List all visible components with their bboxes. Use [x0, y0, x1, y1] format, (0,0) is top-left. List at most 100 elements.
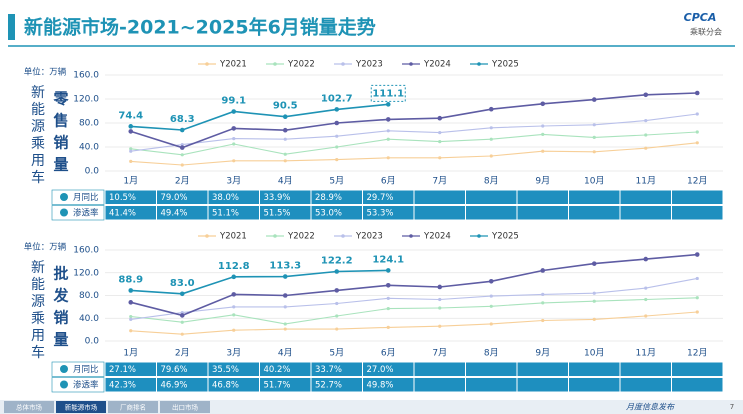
y-tick-label: 40.0 — [79, 314, 99, 324]
series-line — [130, 113, 698, 152]
series-line — [130, 277, 698, 320]
point — [385, 102, 391, 107]
y-tick-label: 0.0 — [85, 337, 100, 347]
point — [644, 146, 648, 150]
point — [283, 322, 287, 326]
point — [128, 300, 134, 305]
table-value: 33.7% — [315, 365, 342, 375]
point — [335, 314, 339, 318]
series-line — [130, 103, 389, 131]
page-number: 7 — [730, 403, 734, 411]
unit-label: 单位：万辆 — [24, 242, 67, 253]
footer-tab-label: 总体市场 — [16, 403, 43, 412]
y-group-label-char: 车 — [31, 169, 45, 186]
point — [438, 297, 442, 302]
table-cell — [619, 377, 672, 393]
point — [644, 297, 648, 302]
point — [129, 317, 133, 321]
point — [488, 278, 494, 284]
point — [644, 133, 648, 137]
table-cell — [568, 361, 621, 377]
point — [540, 101, 546, 107]
x-tick-label: 2月 — [175, 348, 190, 359]
legend-marker — [273, 62, 277, 66]
point — [386, 156, 390, 160]
table-row-label: 渗透率 — [73, 380, 99, 391]
x-tick-label: 3月 — [226, 348, 241, 359]
x-tick-label: 6月 — [381, 348, 396, 359]
point — [592, 317, 596, 321]
x-tick-label: 5月 — [329, 176, 344, 187]
point — [386, 325, 390, 329]
legend-marker — [205, 234, 209, 238]
page-title: 新能源市场-2021~2025年6月销量走势 — [24, 16, 376, 39]
table-value: 46.9% — [161, 381, 188, 391]
table-value: 52.7% — [315, 381, 342, 391]
table-cell — [619, 189, 672, 205]
footer-tab — [160, 401, 210, 413]
point — [335, 327, 339, 331]
point — [385, 117, 391, 122]
table-cell — [568, 377, 621, 393]
table-cell — [465, 205, 518, 221]
table-value: 53.0% — [315, 209, 342, 219]
y-tick-label: 80.0 — [79, 119, 99, 129]
table-row-label: 月同比 — [73, 192, 99, 203]
point — [592, 150, 596, 154]
point — [179, 127, 185, 133]
footer-note: 月度信息发布 — [626, 403, 675, 412]
footer-tab — [4, 401, 54, 413]
table-cell — [516, 189, 569, 205]
y-tick-label: 120.0 — [73, 268, 99, 278]
series-line — [130, 297, 698, 325]
table-cell — [413, 205, 466, 221]
data-label: 122.2 — [321, 255, 353, 266]
point — [386, 296, 390, 300]
point — [232, 313, 236, 317]
legend-marker — [341, 234, 345, 238]
point — [385, 282, 391, 288]
point — [335, 158, 339, 162]
table-value: 49.8% — [367, 381, 394, 391]
table-value: 35.5% — [212, 365, 239, 375]
legend-label: Y2021 — [219, 232, 247, 242]
highlight-box — [370, 84, 406, 102]
point — [489, 137, 493, 141]
series-line — [130, 142, 698, 166]
point — [180, 320, 184, 324]
point — [386, 129, 390, 133]
point — [489, 294, 493, 298]
table-cell — [619, 205, 672, 221]
point — [592, 299, 596, 303]
data-label: 112.8 — [218, 261, 250, 272]
table-value: 49.4% — [161, 209, 188, 219]
legend-label: Y2022 — [287, 60, 315, 70]
point — [231, 109, 237, 114]
point — [541, 301, 545, 305]
point — [488, 106, 494, 112]
legend-marker — [477, 234, 481, 238]
table-cell — [619, 361, 672, 377]
point — [540, 268, 546, 273]
point — [283, 159, 287, 163]
table-value: 28.9% — [315, 193, 342, 203]
table-cell — [465, 361, 518, 377]
point — [489, 322, 493, 326]
table-value: 29.7% — [367, 193, 394, 203]
footer-tab — [108, 401, 158, 413]
point — [335, 301, 339, 306]
point — [180, 143, 184, 147]
table-value: 51.5% — [264, 209, 291, 219]
table-value: 27.0% — [367, 365, 394, 375]
y-tick-label: 120.0 — [73, 95, 99, 105]
point — [437, 115, 443, 121]
table-icon — [60, 193, 68, 201]
series-line — [130, 253, 698, 317]
table-value: 53.3% — [367, 209, 394, 219]
point — [592, 135, 596, 139]
point — [128, 129, 134, 134]
x-tick-label: 9月 — [535, 176, 550, 187]
point — [694, 90, 700, 96]
x-tick-label: 12月 — [687, 176, 707, 187]
